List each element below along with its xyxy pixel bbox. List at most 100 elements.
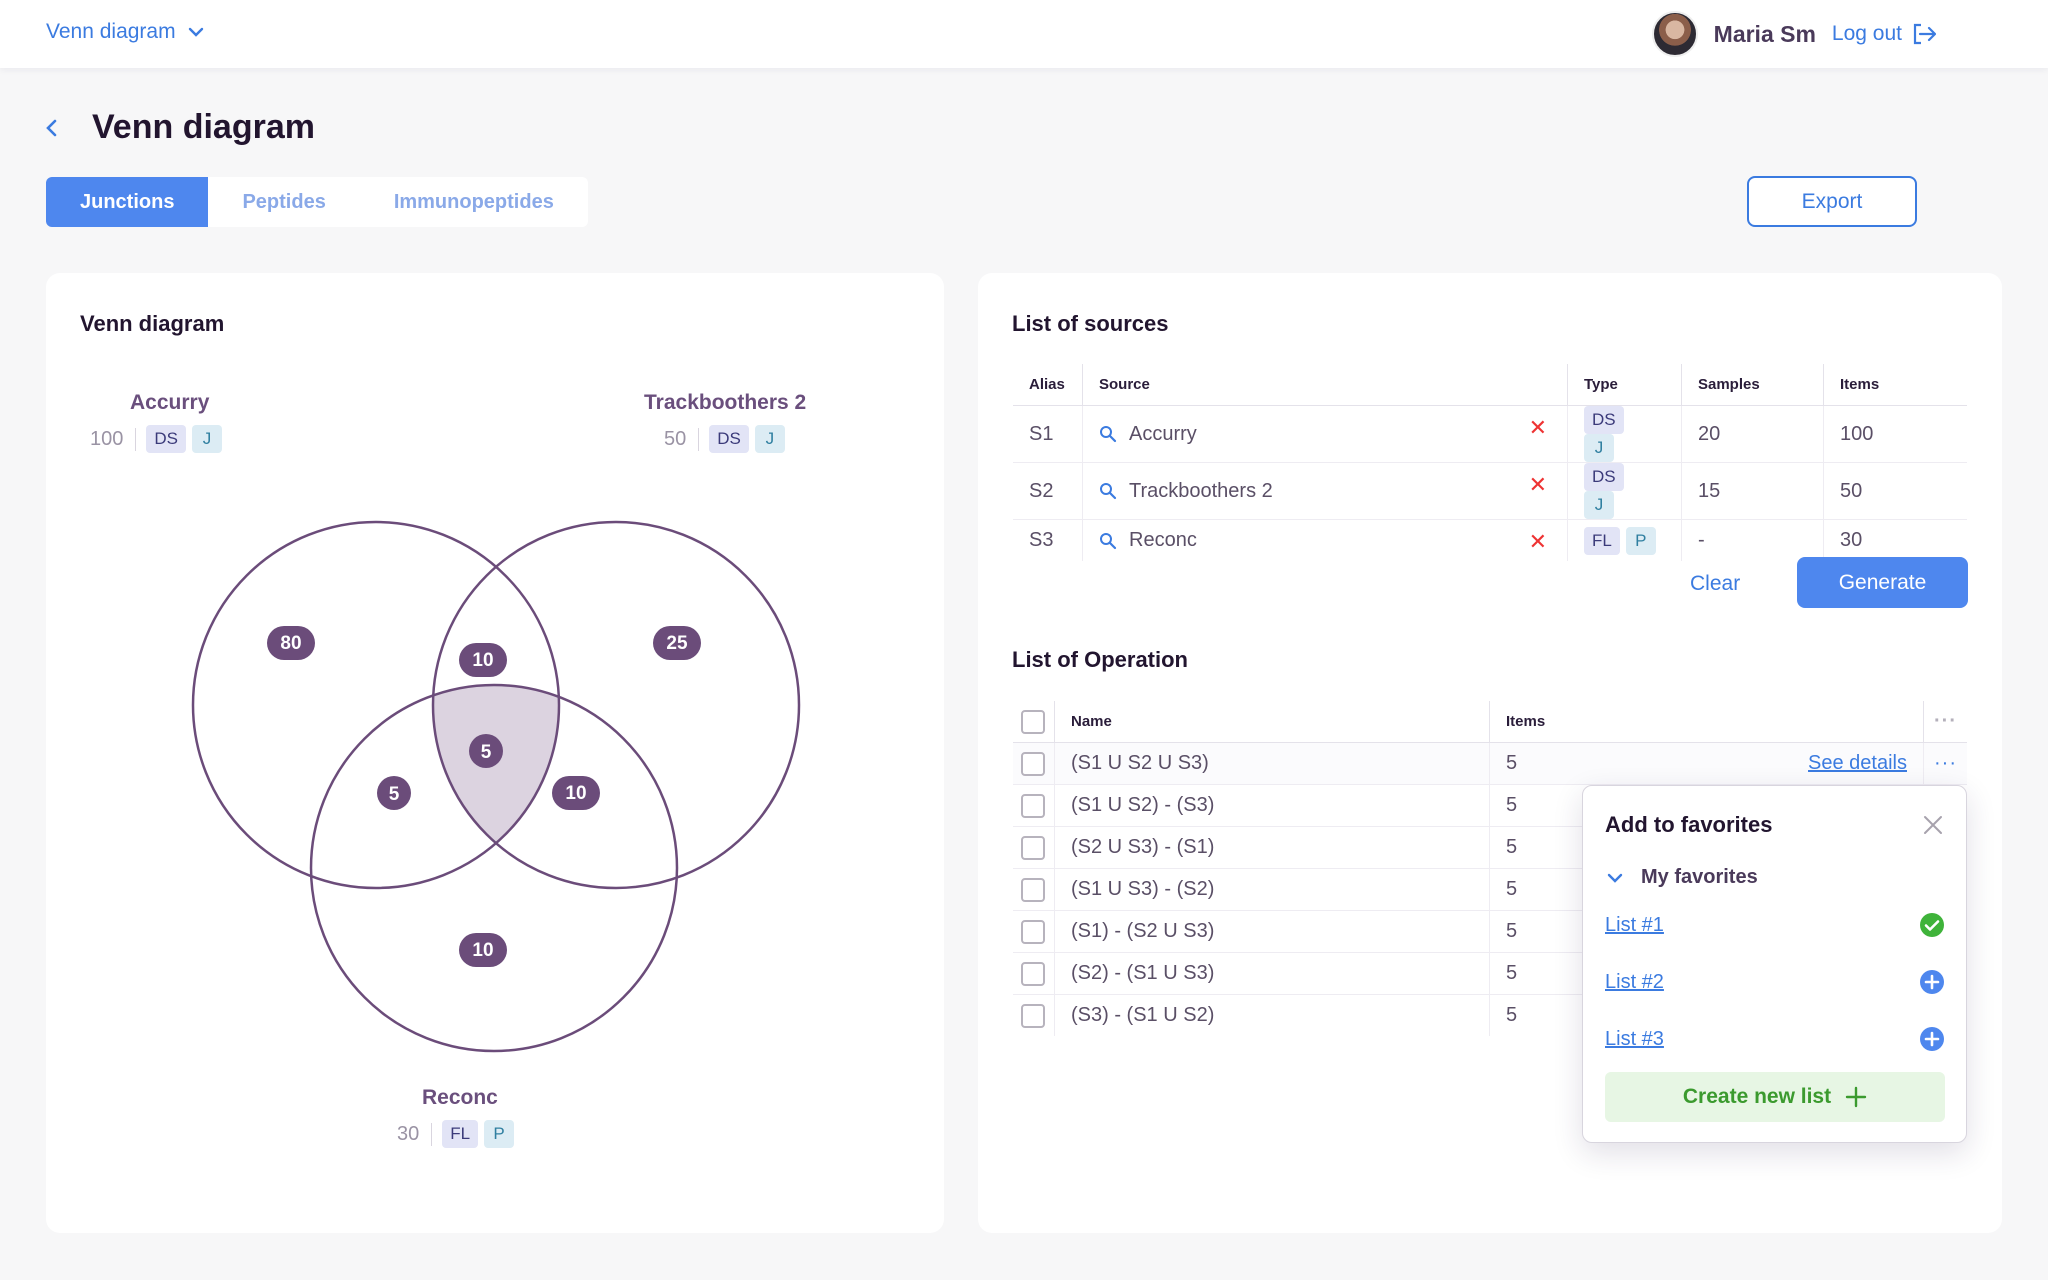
back-chevron-icon[interactable] xyxy=(42,116,62,140)
export-button[interactable]: Export xyxy=(1747,176,1917,227)
create-new-list-button[interactable]: Create new list xyxy=(1605,1072,1945,1122)
svg-text:5: 5 xyxy=(481,742,492,763)
search-icon xyxy=(1100,426,1117,443)
svg-text:10: 10 xyxy=(472,650,493,671)
select-all-checkbox[interactable] xyxy=(1021,709,1045,734)
page-title: Venn diagram xyxy=(92,108,315,146)
venn-badge-only-s3[interactable]: 10 xyxy=(459,933,507,967)
venn-set-label-s1: Accurry 100 DS J xyxy=(90,391,228,453)
type-cell: FL P xyxy=(1567,519,1682,561)
samples-cell: - xyxy=(1681,519,1824,561)
search-icon xyxy=(1100,483,1117,500)
app-switcher[interactable]: Venn diagram xyxy=(46,20,204,44)
type-chip-j: J xyxy=(754,425,785,453)
type-chip-ds: DS xyxy=(146,425,186,453)
checkbox-cell xyxy=(1013,868,1055,911)
more-icon[interactable]: ··· xyxy=(1934,710,1957,732)
venn-badge-all[interactable]: 5 xyxy=(469,734,503,768)
set-count: 30 xyxy=(397,1122,433,1146)
favorite-list-link[interactable]: List #2 xyxy=(1605,970,1664,993)
type-chip-fl: FL xyxy=(1584,526,1620,555)
close-icon[interactable] xyxy=(1922,814,1944,836)
operation-name: (S1 U S3) - (S2) xyxy=(1054,868,1490,911)
favorites-group-label: My favorites xyxy=(1641,866,1758,888)
remove-source-icon[interactable]: ✕ xyxy=(1528,529,1547,554)
see-details-link[interactable]: See details xyxy=(1808,752,1907,774)
row-checkbox[interactable] xyxy=(1021,877,1045,902)
table-header-row: Name Items ··· xyxy=(1013,701,1967,743)
operation-name: (S1 U S2 U S3) xyxy=(1054,742,1490,785)
header-more-cell: ··· xyxy=(1923,701,1967,743)
row-checkbox[interactable] xyxy=(1021,793,1045,818)
items-cell: 50 xyxy=(1823,462,1967,520)
row-checkbox[interactable] xyxy=(1021,835,1045,860)
row-checkbox[interactable] xyxy=(1021,961,1045,986)
alias-cell: S1 xyxy=(1013,405,1083,463)
col-items: Items xyxy=(1823,364,1967,406)
venn-circle-s3[interactable] xyxy=(309,683,679,1053)
venn-badge-only-s2[interactable]: 25 xyxy=(653,626,701,660)
tab-immunopeptides[interactable]: Immunopeptides xyxy=(393,190,554,213)
items-cell: 5 See details xyxy=(1489,742,1924,785)
venn-badge-s2-s3[interactable]: 10 xyxy=(552,776,600,810)
check-circle-icon[interactable] xyxy=(1919,912,1945,938)
checkbox-cell xyxy=(1013,994,1055,1036)
add-circle-icon[interactable] xyxy=(1919,969,1945,995)
items-value: 5 xyxy=(1506,752,1518,774)
svg-text:80: 80 xyxy=(280,633,301,654)
favorite-list-item: List #3 xyxy=(1605,1026,1945,1052)
table-row: S2 Trackboothers 2 ✕ DSJ 15 50 xyxy=(1013,462,1967,520)
type-chip-ds: DS xyxy=(1584,406,1624,434)
venn-circle-s1[interactable] xyxy=(191,520,561,890)
type-chip-ds: DS xyxy=(709,425,749,453)
remove-source-icon[interactable]: ✕ xyxy=(1528,472,1547,497)
venn-set-label-s2: Trackboothers 2 50 DS J xyxy=(644,391,806,453)
checkbox-cell xyxy=(1013,910,1055,953)
clear-button[interactable]: Clear xyxy=(1690,572,1741,595)
venn-badge-s1-s3[interactable]: 5 xyxy=(377,776,411,810)
top-bar: Venn diagram Maria Sm Log out xyxy=(0,0,2048,68)
row-checkbox[interactable] xyxy=(1021,751,1045,776)
remove-source-icon[interactable]: ✕ xyxy=(1528,415,1547,440)
source-cell[interactable]: Accurry ✕ xyxy=(1082,405,1568,463)
checkbox-cell xyxy=(1013,784,1055,827)
more-icon[interactable]: ··· xyxy=(1934,752,1957,774)
avatar[interactable] xyxy=(1651,11,1698,57)
operations-title: List of Operation xyxy=(1012,647,1188,672)
table-header-row: Alias Source Type Samples Items xyxy=(1013,364,1967,406)
generate-button[interactable]: Generate xyxy=(1797,557,1968,608)
operation-name: (S2) - (S1 U S3) xyxy=(1054,952,1490,995)
my-favorites-toggle[interactable]: My favorites xyxy=(1607,866,1758,889)
venn-circle-s2[interactable] xyxy=(431,520,801,890)
set-name: Accurry xyxy=(130,391,210,414)
add-circle-icon[interactable] xyxy=(1919,1026,1945,1052)
tab-peptides[interactable]: Peptides xyxy=(242,190,326,213)
set-count: 100 xyxy=(90,427,137,451)
popup-title: Add to favorites xyxy=(1605,812,1773,837)
checkbox-cell xyxy=(1013,952,1055,995)
add-to-favorites-popup: Add to favorites My favorites List #1 Li… xyxy=(1582,785,1967,1143)
type-chip-j: J xyxy=(1584,434,1614,462)
samples-cell: 15 xyxy=(1681,462,1824,520)
favorite-list-item: List #2 xyxy=(1605,969,1945,995)
table-row: (S2 U S3) - (S1) 5 xyxy=(1013,826,1967,869)
create-new-list-label: Create new list xyxy=(1682,1085,1832,1108)
favorite-list-link[interactable]: List #3 xyxy=(1605,1027,1664,1050)
operation-name: (S1) - (S2 U S3) xyxy=(1054,910,1490,953)
set-count: 50 xyxy=(664,427,700,451)
venn-badge-s1-s2[interactable]: 10 xyxy=(459,643,507,677)
row-checkbox[interactable] xyxy=(1021,1003,1045,1028)
col-name: Name xyxy=(1054,701,1490,743)
source-cell[interactable]: Reconc ✕ xyxy=(1082,519,1568,561)
col-samples: Samples xyxy=(1681,364,1824,406)
venn-badge-only-s1[interactable]: 80 xyxy=(267,626,315,660)
row-checkbox[interactable] xyxy=(1021,919,1045,944)
favorite-list-link[interactable]: List #1 xyxy=(1605,913,1664,936)
source-cell[interactable]: Trackboothers 2 ✕ xyxy=(1082,462,1568,520)
logout-link[interactable]: Log out xyxy=(1832,22,1936,46)
items-cell: 100 xyxy=(1823,405,1967,463)
samples-cell: 20 xyxy=(1681,405,1824,463)
favorite-list-item: List #1 xyxy=(1605,912,1945,938)
user-name: Maria Sm xyxy=(1713,20,1816,47)
tab-junctions[interactable]: Junctions xyxy=(46,177,209,227)
